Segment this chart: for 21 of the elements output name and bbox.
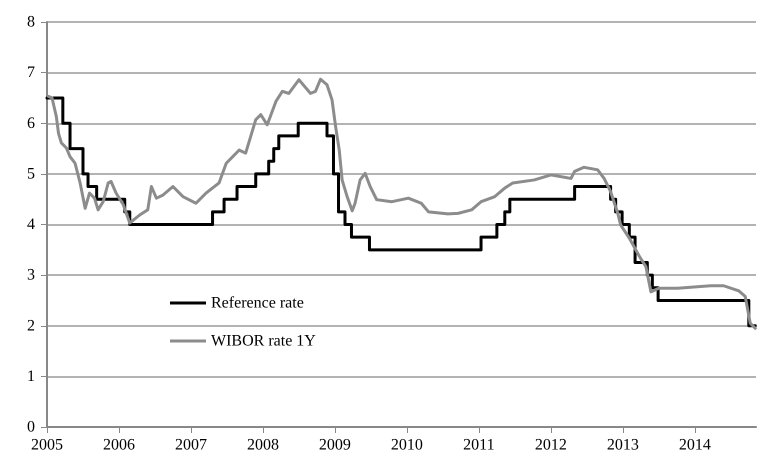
y-tick-label: 0 <box>27 418 35 436</box>
legend-label: Reference rate <box>211 294 304 312</box>
x-tick-label: 2005 <box>31 436 63 454</box>
y-tick-label: 1 <box>27 368 35 385</box>
x-tick-label: 2014 <box>678 436 711 454</box>
y-tick-label: 2 <box>27 317 35 334</box>
x-tick-label: 2006 <box>102 436 135 454</box>
x-tick-label: 2010 <box>390 436 423 454</box>
y-tick-label: 5 <box>27 165 35 182</box>
x-tick-label: 2007 <box>174 436 207 454</box>
y-tick-label: 6 <box>27 114 35 132</box>
x-tick-label: 2013 <box>606 436 639 454</box>
x-tick-label: 2012 <box>534 436 567 454</box>
x-tick-label: 2008 <box>246 436 279 454</box>
y-tick-label: 7 <box>27 64 35 82</box>
legend-label: WIBOR rate 1Y <box>211 332 316 350</box>
y-tick-label: 8 <box>27 14 35 30</box>
y-tick-label: 4 <box>27 216 35 233</box>
x-tick-label: 2011 <box>463 436 495 454</box>
x-tick-label: 2009 <box>318 436 351 454</box>
y-tick-label: 3 <box>27 266 35 284</box>
